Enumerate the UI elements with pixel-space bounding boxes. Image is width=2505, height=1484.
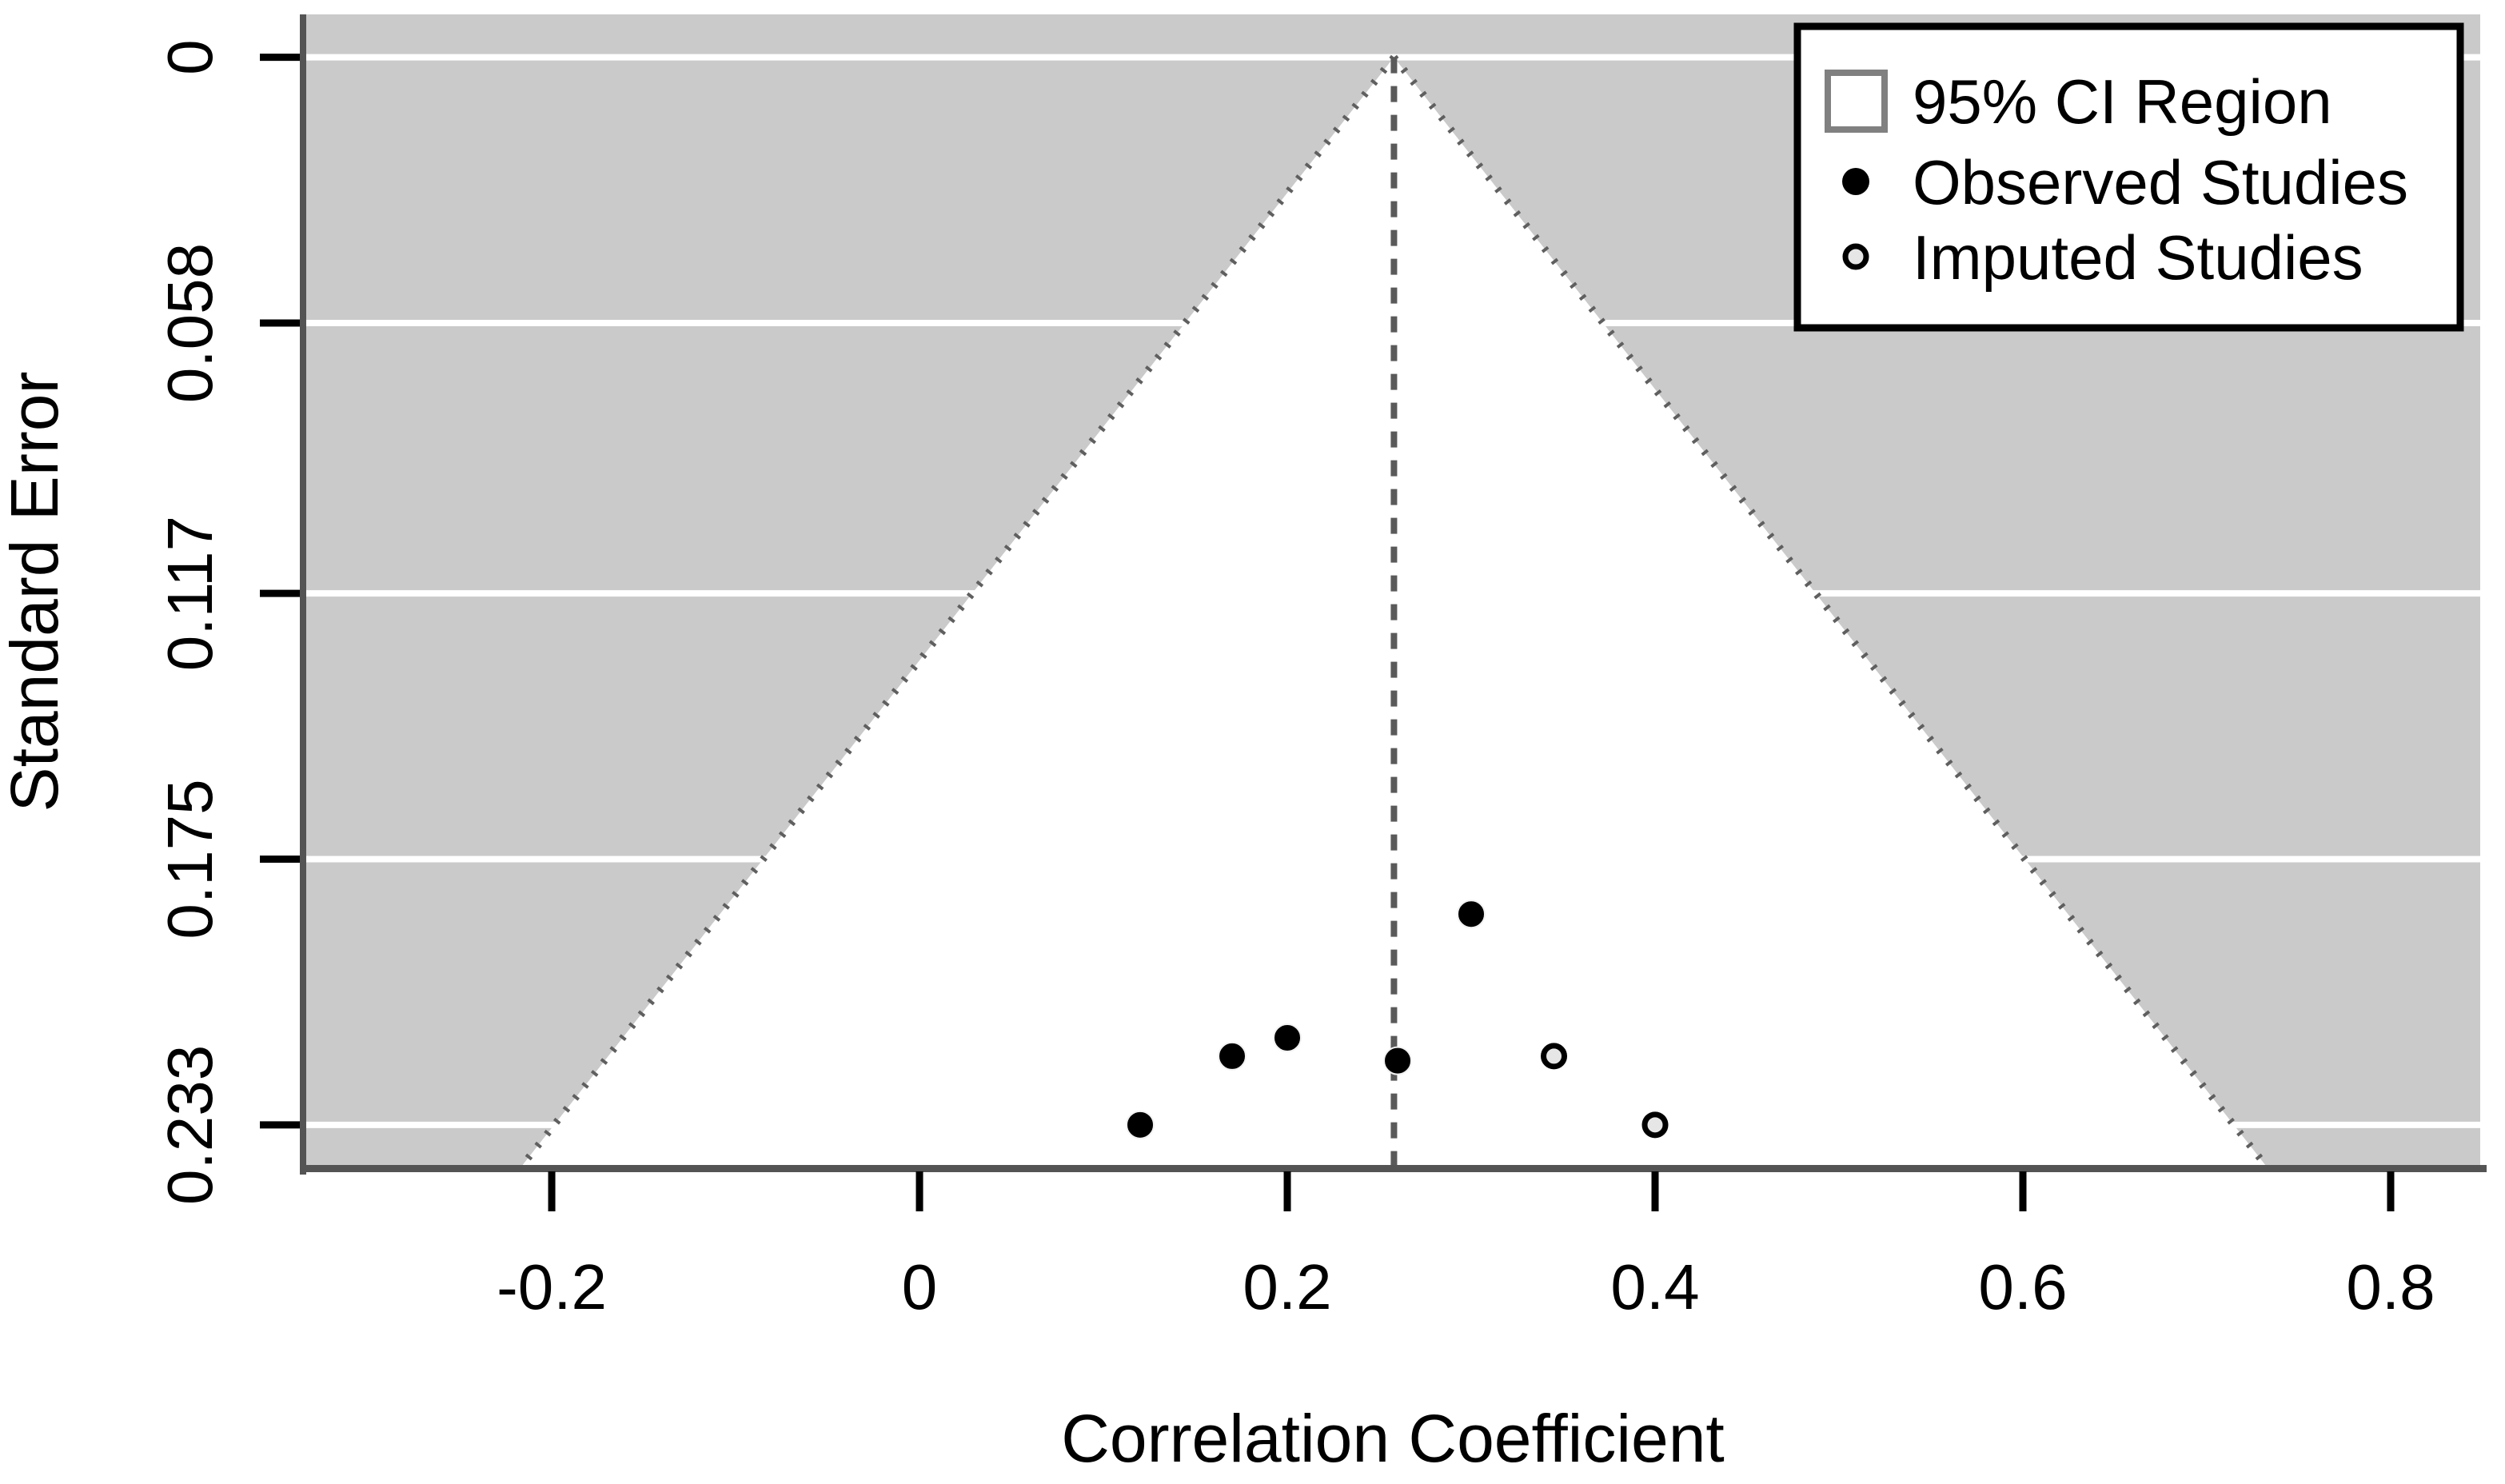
legend: 95% CI Region Observed Studies Imputed S…: [1793, 22, 2464, 332]
observed-study-point: [1126, 1110, 1155, 1139]
observed-study-point: [1218, 1041, 1247, 1071]
y-tick-label: 0.233: [154, 1045, 225, 1205]
y-tick-label: 0: [154, 39, 225, 75]
y-tick-label: 0.058: [154, 243, 225, 403]
y-tick-label: 0.175: [154, 779, 225, 939]
x-axis-ticks: -0.2 0 0.2 0.4 0.6 0.8: [497, 1171, 2435, 1322]
imputed-study-points: [1541, 1043, 1669, 1139]
observed-study-point: [1457, 900, 1486, 929]
imputed-study-point: [1541, 1043, 1568, 1070]
observed-study-point: [1383, 1046, 1413, 1075]
legend-ci-region-square-icon: [1825, 70, 1888, 133]
x-tick-label: 0: [902, 1251, 938, 1322]
axis-lines: [300, 14, 2487, 1175]
legend-label-observed-studies: Observed Studies: [1913, 147, 2408, 217]
legend-box: [1793, 22, 2464, 332]
x-tick-label: 0.8: [2346, 1251, 2435, 1322]
x-axis-title: Correlation Coefficient: [1061, 1401, 1725, 1476]
x-tick-label: 0.6: [1978, 1251, 2067, 1322]
imputed-study-point: [1641, 1111, 1669, 1139]
y-axis-line: [300, 14, 306, 1175]
x-tick-label: -0.2: [497, 1251, 607, 1322]
x-tick-label: 0.4: [1610, 1251, 1699, 1322]
y-tick-label: 0.117: [154, 516, 225, 671]
observed-study-points: [1126, 900, 1486, 1139]
legend-label-imputed-studies: Imputed Studies: [1913, 222, 2363, 293]
x-tick-label: 0.2: [1243, 1251, 1331, 1322]
legend-label-ci-region: 95% CI Region: [1913, 66, 2332, 137]
observed-study-point: [1273, 1023, 1302, 1052]
x-axis-line: [300, 1165, 2487, 1172]
y-axis-ticks: 0 0.058 0.117 0.175 0.233: [154, 39, 300, 1205]
y-axis-title: Standard Error: [0, 372, 72, 812]
legend-imputed-open-circle-icon: [1842, 243, 1869, 270]
legend-observed-filled-circle-icon: [1842, 168, 1869, 195]
